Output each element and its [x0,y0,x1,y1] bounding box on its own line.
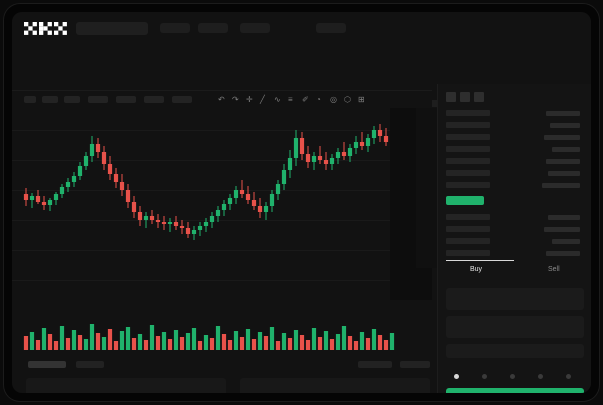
nav-item-5[interactable] [316,23,346,33]
interval-button-2[interactable] [42,96,58,103]
chart-tab-depth[interactable] [76,361,104,368]
buy-tab-underline [446,260,514,261]
tab-sell[interactable]: Sell [548,266,560,273]
buy-sell-tabs: Buy Sell [446,266,584,284]
pagination-dots [442,372,591,382]
ask-row-size [546,111,580,116]
nav-item-2[interactable] [160,23,190,33]
redo-icon[interactable]: ↷ [232,95,239,104]
nav-item-1[interactable] [76,22,148,35]
chart-tab-more[interactable] [400,361,430,368]
undo-icon[interactable]: ↶ [218,95,225,104]
candlestick-series [23,124,389,240]
order-book-panel: Buy Sell [437,84,591,393]
trash-icon[interactable]: ⊞ [358,95,365,104]
bid-row-size [544,227,580,232]
ask-row[interactable] [446,170,490,176]
bid-row[interactable] [446,250,490,256]
bid-row[interactable] [446,226,490,232]
order-history-panel[interactable] [240,378,430,393]
crosshair-icon[interactable]: ✛ [246,95,253,104]
market-sub-bar: Spot Trading ▾ ▾ [12,46,591,113]
dot-2[interactable] [482,374,487,379]
chart-tab-chart[interactable] [28,361,66,368]
volume-chart[interactable] [12,310,432,356]
ask-row[interactable] [446,146,490,152]
buy-button[interactable] [446,388,584,393]
dot-5[interactable] [566,374,571,379]
nav-item-3[interactable] [198,23,228,33]
ask-row-size [546,159,580,164]
orderbook-view-bids-icon[interactable] [474,92,484,102]
price-field[interactable] [446,316,584,338]
dot-3[interactable] [510,374,515,379]
interval-button-4[interactable] [88,96,108,103]
order-type-field[interactable] [446,288,584,310]
fib-icon[interactable]: ≡ [288,95,293,104]
interval-button-3[interactable] [64,96,80,103]
dot-4[interactable] [538,374,543,379]
bid-row-size [552,239,580,244]
overlay-artifact-2 [416,108,438,268]
ask-row[interactable] [446,182,490,188]
brush-icon[interactable]: ✐ [302,95,309,104]
dot-1[interactable] [454,374,459,379]
interval-button-7[interactable] [172,96,192,103]
ask-row-size [552,147,580,152]
lock-icon[interactable]: ⬡ [344,95,351,104]
ask-row[interactable] [446,134,490,140]
last-price-indicator [446,196,484,205]
eye-icon[interactable]: ◎ [330,95,337,104]
orderbook-view-all-icon[interactable] [446,92,456,102]
bid-row[interactable] [446,238,490,244]
interval-button-6[interactable] [144,96,164,103]
interval-button-1[interactable] [24,96,36,103]
bid-row[interactable] [446,214,490,220]
chart-bottom-tabs [12,358,432,372]
bid-row-size [548,215,580,220]
top-navigation-bar [12,12,591,46]
chart-toolbar: ↶ ↷ ✛ ╱ ∿ ≡ ✐ ◔ ◎ ⬡ ⊞ [12,90,432,110]
ask-row[interactable] [446,122,490,128]
wave-icon[interactable]: ∿ [274,95,281,104]
bid-row-size [546,251,580,256]
ask-row[interactable] [446,110,490,116]
orderbook-view-asks-icon[interactable] [460,92,470,102]
ask-row-size [542,183,580,188]
tab-buy[interactable]: Buy [470,266,483,273]
magnet-icon[interactable]: ◔ [316,95,321,104]
ask-row-size [544,135,580,140]
nav-item-4[interactable] [240,23,270,33]
price-chart[interactable] [12,108,432,312]
open-orders-panel[interactable] [26,378,226,393]
chart-tab-info[interactable] [358,361,392,368]
app-screen: Spot Trading ▾ ▾ ↶ ↷ [12,12,591,393]
volume-series [23,324,395,350]
ask-row-size [550,123,580,128]
amount-field[interactable] [446,344,584,358]
trendline-icon[interactable]: ╱ [260,95,265,104]
ask-row[interactable] [446,158,490,164]
okx-logo[interactable] [24,21,68,36]
ask-row-size [548,171,580,176]
interval-button-5[interactable] [116,96,136,103]
